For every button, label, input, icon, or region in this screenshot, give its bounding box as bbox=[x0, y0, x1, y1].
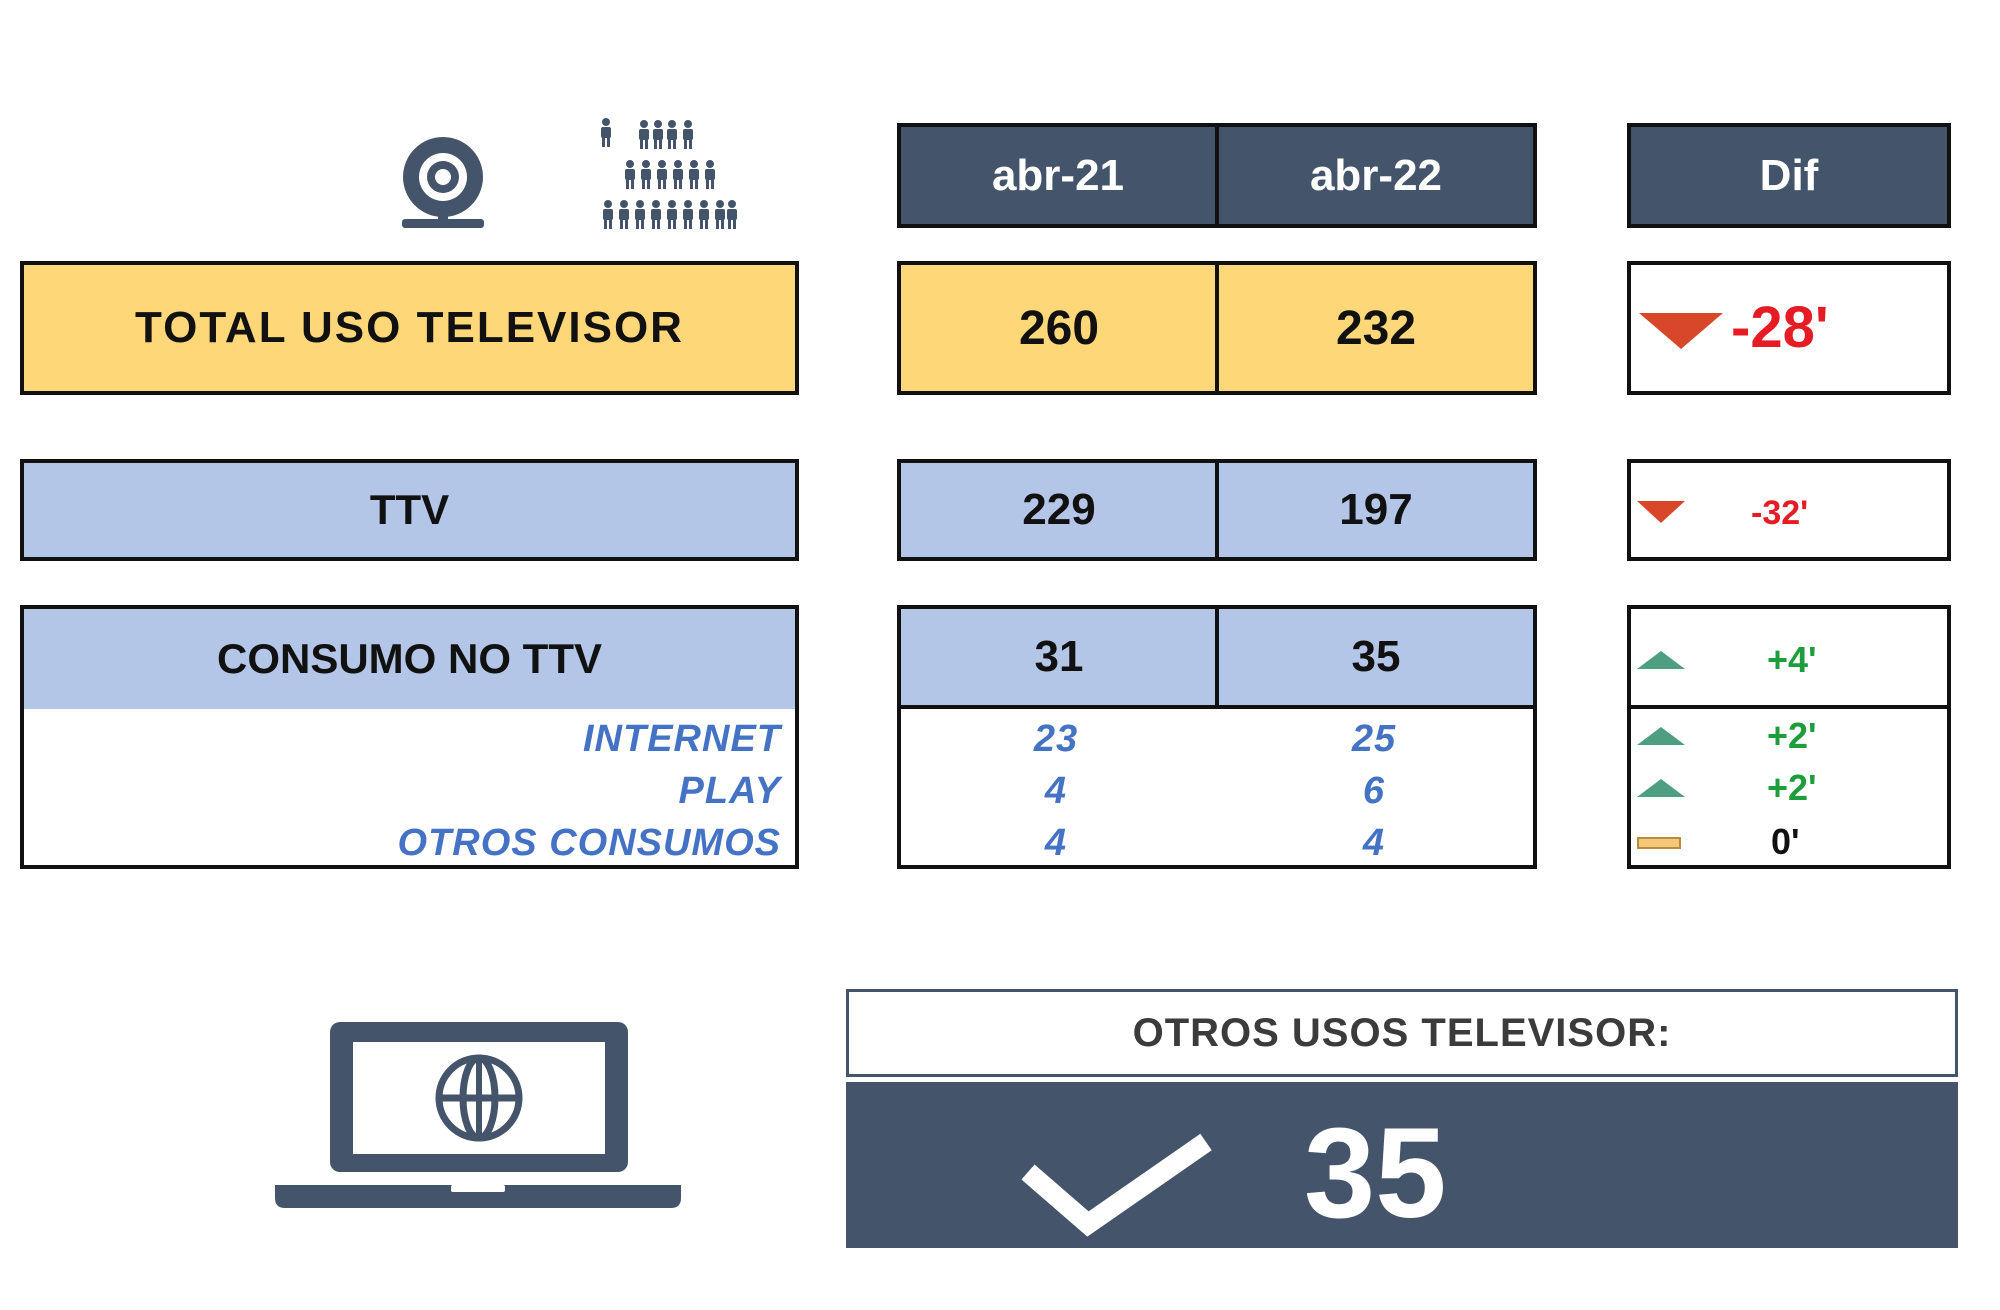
summary-value: 35 bbox=[1304, 1102, 1447, 1245]
ttv-abr-22: 197 bbox=[1339, 485, 1413, 534]
total-uso-values: 260 232 bbox=[897, 261, 1537, 395]
consumo-no-ttv-dif-block: +4' +2' +2' 0' bbox=[1627, 605, 1951, 869]
summary-value-box: 35 bbox=[846, 1082, 1958, 1248]
total-uso-dif: -28' bbox=[1627, 261, 1951, 395]
internet-dif-value: +2' bbox=[1767, 715, 1817, 756]
consumo-no-ttv-label: CONSUMO NO TTV bbox=[24, 609, 795, 709]
total-uso-abr-21: 260 bbox=[1018, 301, 1100, 355]
summary-title: OTROS USOS TELEVISOR: bbox=[1132, 1010, 1672, 1055]
sub-label-internet: INTERNET bbox=[583, 718, 781, 760]
no-ttv-abr-21: 31 bbox=[1034, 632, 1084, 681]
up-arrow-icon bbox=[1637, 779, 1685, 797]
ttv-label-text: TTV bbox=[369, 486, 450, 533]
sub-label-play: PLAY bbox=[678, 770, 781, 812]
up-arrow-icon bbox=[1637, 727, 1685, 745]
ttv-label: TTV bbox=[20, 459, 799, 561]
ttv-dif-value: -32' bbox=[1751, 494, 1809, 532]
otros-consumos-abr-21: 4 bbox=[1044, 822, 1068, 864]
total-uso-abr-22: 232 bbox=[1335, 301, 1417, 355]
no-ttv-abr-22: 35 bbox=[1351, 632, 1401, 681]
summary-title-box: OTROS USOS TELEVISOR: bbox=[846, 989, 1958, 1077]
checkmark-icon bbox=[1020, 1132, 1220, 1242]
internet-abr-21: 23 bbox=[1033, 718, 1079, 760]
total-uso-label: TOTAL USO TELEVISOR bbox=[20, 261, 799, 395]
ttv-values: 229 197 bbox=[897, 459, 1537, 561]
header-abr-22: abr-22 bbox=[1215, 123, 1537, 228]
play-abr-21: 4 bbox=[1044, 770, 1068, 812]
down-arrow-icon bbox=[1639, 313, 1723, 349]
total-uso-dif-value: -28' bbox=[1731, 295, 1829, 360]
header-dif: Dif bbox=[1627, 123, 1951, 228]
sub-label-otros-consumos: OTROS CONSUMOS bbox=[397, 822, 781, 864]
up-arrow-icon bbox=[1637, 651, 1685, 669]
otros-consumos-abr-22: 4 bbox=[1362, 822, 1386, 864]
laptop-globe-icon bbox=[275, 1020, 681, 1210]
total-uso-label-text: TOTAL USO TELEVISOR bbox=[135, 303, 684, 352]
consumo-no-ttv-values-block: 31 35 23 25 4 6 4 4 bbox=[897, 605, 1537, 869]
internet-abr-22: 25 bbox=[1351, 718, 1397, 760]
consumo-no-ttv-label-text: CONSUMO NO TTV bbox=[217, 635, 602, 682]
ttv-dif: -32' bbox=[1627, 459, 1951, 561]
no-ttv-dif-value: +4' bbox=[1767, 639, 1817, 680]
webcam-icon bbox=[390, 133, 496, 229]
down-arrow-icon bbox=[1637, 501, 1685, 523]
play-dif-value: +2' bbox=[1767, 767, 1817, 808]
no-change-icon bbox=[1637, 837, 1681, 849]
people-group-icon bbox=[600, 118, 738, 236]
otros-consumos-dif-value: 0' bbox=[1771, 821, 1800, 862]
play-abr-22: 6 bbox=[1362, 770, 1386, 812]
ttv-abr-21: 229 bbox=[1022, 485, 1096, 534]
consumo-no-ttv-label-block: CONSUMO NO TTV INTERNET PLAY OTROS CONSU… bbox=[20, 605, 799, 869]
header-abr-21: abr-21 bbox=[897, 123, 1219, 228]
